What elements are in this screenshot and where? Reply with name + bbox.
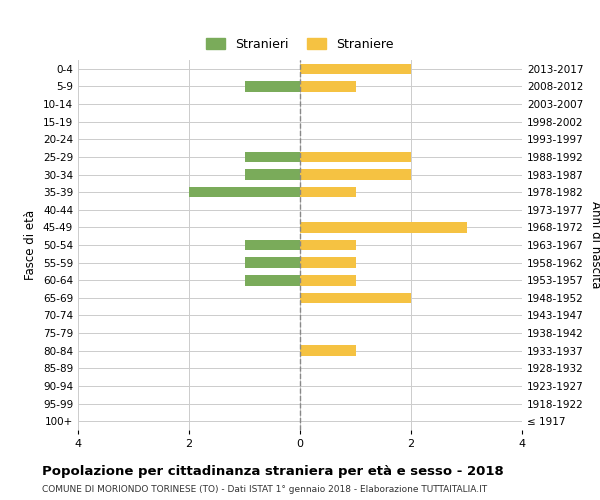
Bar bbox=[245, 152, 300, 162]
Bar bbox=[300, 169, 411, 180]
Bar bbox=[300, 222, 467, 232]
Text: COMUNE DI MORIONDO TORINESE (TO) - Dati ISTAT 1° gennaio 2018 - Elaborazione TUT: COMUNE DI MORIONDO TORINESE (TO) - Dati … bbox=[42, 485, 487, 494]
Bar bbox=[300, 81, 355, 92]
Bar bbox=[300, 64, 411, 74]
Legend: Stranieri, Straniere: Stranieri, Straniere bbox=[202, 33, 398, 56]
Bar bbox=[245, 275, 300, 285]
Bar bbox=[300, 258, 355, 268]
Bar bbox=[245, 258, 300, 268]
Bar bbox=[300, 292, 411, 303]
Bar bbox=[189, 187, 300, 198]
Bar bbox=[245, 240, 300, 250]
Bar bbox=[245, 81, 300, 92]
Y-axis label: Anni di nascita: Anni di nascita bbox=[589, 202, 600, 288]
Y-axis label: Fasce di età: Fasce di età bbox=[25, 210, 37, 280]
Bar bbox=[300, 275, 355, 285]
Bar bbox=[300, 240, 355, 250]
Bar bbox=[300, 187, 355, 198]
Bar bbox=[245, 169, 300, 180]
Bar bbox=[300, 346, 355, 356]
Text: Popolazione per cittadinanza straniera per età e sesso - 2018: Popolazione per cittadinanza straniera p… bbox=[42, 465, 504, 478]
Bar bbox=[300, 152, 411, 162]
